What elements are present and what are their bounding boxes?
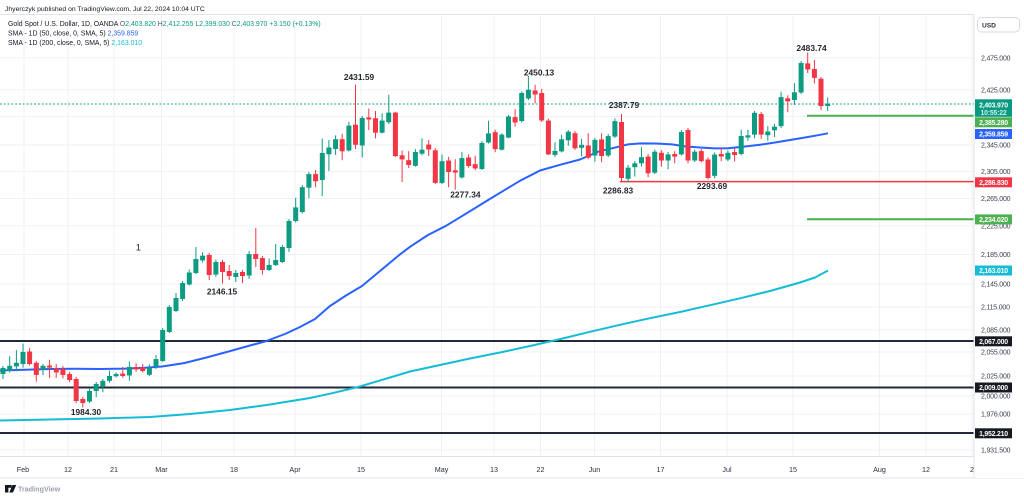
- svg-text:2,265.000: 2,265.000: [981, 196, 1011, 203]
- svg-text:2,185.000: 2,185.000: [981, 252, 1011, 259]
- svg-text:2,225.000: 2,225.000: [981, 224, 1011, 231]
- svg-text:1,931.500: 1,931.500: [981, 448, 1011, 455]
- svg-text:2,359.859: 2,359.859: [979, 132, 1008, 139]
- svg-text:2,475.000: 2,475.000: [981, 56, 1011, 63]
- svg-text:Jun: Jun: [589, 465, 601, 474]
- svg-text:Feb: Feb: [17, 465, 29, 474]
- svg-text:2277.34: 2277.34: [450, 190, 481, 200]
- svg-text:15: 15: [789, 465, 797, 474]
- svg-text:2,115.000: 2,115.000: [981, 305, 1010, 312]
- svg-text:2,286.830: 2,286.830: [979, 180, 1008, 187]
- svg-text:10:55:22: 10:55:22: [981, 110, 1007, 117]
- svg-text:2,234.020: 2,234.020: [979, 217, 1008, 224]
- svg-text:2387.79: 2387.79: [609, 100, 640, 110]
- svg-text:17: 17: [657, 465, 665, 474]
- svg-text:2,055.000: 2,055.000: [981, 350, 1011, 357]
- svg-text:18: 18: [230, 465, 238, 474]
- svg-text:21: 21: [110, 465, 118, 474]
- svg-text:2,305.000: 2,305.000: [981, 169, 1011, 176]
- svg-text:2483.74: 2483.74: [796, 43, 827, 53]
- svg-text:12: 12: [64, 465, 72, 474]
- svg-text:2293.69: 2293.69: [697, 181, 728, 191]
- svg-text:1,952.210: 1,952.210: [979, 431, 1008, 438]
- svg-text:2286.83: 2286.83: [603, 186, 634, 196]
- svg-text:12: 12: [922, 465, 930, 474]
- svg-text:USD: USD: [982, 23, 996, 30]
- svg-text:1,976.000: 1,976.000: [981, 412, 1011, 419]
- svg-text:2,025.000: 2,025.000: [981, 374, 1011, 381]
- svg-text:2450.13: 2450.13: [524, 68, 555, 78]
- svg-text:Aug: Aug: [873, 465, 886, 474]
- svg-text:Jhyerczyk published on Trading: Jhyerczyk published on TradingView.com, …: [5, 6, 205, 13]
- svg-text:2,163.010: 2,163.010: [979, 268, 1008, 275]
- svg-text:2431.59: 2431.59: [344, 72, 375, 82]
- svg-text:Gold Spot / U.S. Dollar, 1D, O: Gold Spot / U.S. Dollar, 1D, OANDA O2,40…: [8, 21, 321, 28]
- svg-text:2146.15: 2146.15: [207, 287, 238, 297]
- svg-text:2,345.000: 2,345.000: [981, 143, 1011, 150]
- svg-text:SMA - 1D (200, close, 0, SMA,: SMA - 1D (200, close, 0, SMA, 5) 2,163.0…: [8, 40, 142, 47]
- svg-text:Mar: Mar: [155, 465, 168, 474]
- svg-text:1984.30: 1984.30: [71, 407, 102, 417]
- svg-text:15: 15: [357, 465, 365, 474]
- svg-text:2,000.000: 2,000.000: [981, 394, 1011, 401]
- svg-text:2,145.000: 2,145.000: [981, 282, 1011, 289]
- svg-text:2,067.000: 2,067.000: [979, 339, 1008, 346]
- svg-text:13: 13: [490, 465, 498, 474]
- svg-text:TradingView: TradingView: [18, 485, 61, 494]
- svg-text:2,085.000: 2,085.000: [981, 328, 1011, 335]
- svg-text:2,009.000: 2,009.000: [979, 385, 1008, 392]
- svg-text:2,403.970: 2,403.970: [979, 102, 1008, 109]
- svg-text:2,385.280: 2,385.280: [979, 120, 1008, 127]
- svg-text:Apr: Apr: [289, 465, 301, 474]
- svg-text:1: 1: [136, 243, 141, 254]
- svg-text:2,425.000: 2,425.000: [981, 88, 1011, 95]
- svg-text:Jul: Jul: [722, 465, 732, 474]
- svg-text:22: 22: [537, 465, 545, 474]
- svg-text:SMA - 1D (50, close, 0, SMA, 5: SMA - 1D (50, close, 0, SMA, 5) 2,359.85…: [8, 31, 138, 38]
- svg-text:May: May: [435, 465, 449, 474]
